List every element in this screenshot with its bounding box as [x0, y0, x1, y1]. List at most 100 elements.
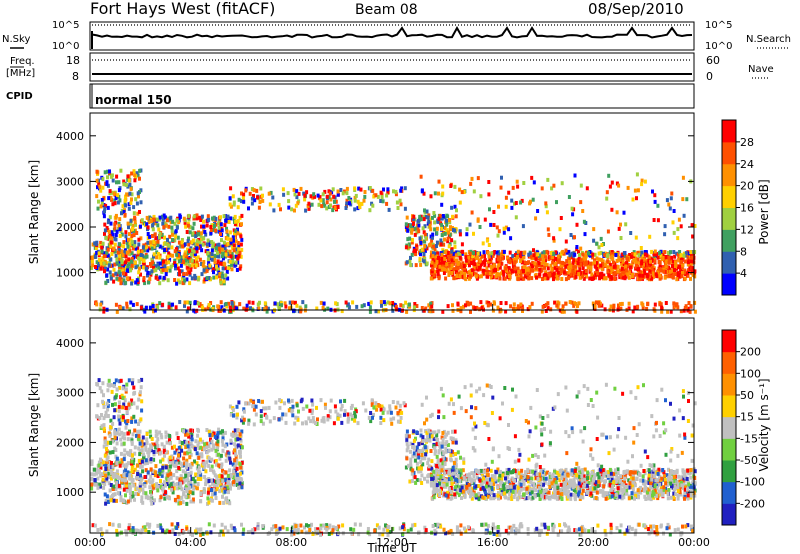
range-gate-cell — [530, 175, 534, 180]
range-gate-cell — [361, 401, 365, 406]
range-gate-cell — [212, 483, 216, 488]
range-gate-cell — [308, 408, 312, 413]
range-gate-cell — [132, 169, 136, 174]
range-gate-cell — [106, 247, 110, 252]
range-gate-cell — [660, 257, 664, 261]
range-gate-cell — [459, 306, 463, 311]
range-gate-cell — [190, 252, 193, 257]
range-gate-cell — [175, 461, 179, 466]
range-gate-cell — [600, 275, 604, 280]
range-gate-cell — [137, 397, 141, 402]
range-gate-cell — [156, 437, 160, 442]
range-gate-cell — [441, 263, 445, 268]
range-gate-cell — [93, 241, 97, 246]
range-gate-cell — [146, 496, 150, 501]
range-gate-cell — [193, 479, 197, 484]
range-gate-cell — [461, 261, 465, 266]
colorbar-tick-label: 16 — [740, 202, 754, 215]
range-gate-cell — [600, 243, 604, 247]
range-gate-cell — [492, 210, 496, 214]
range-gate-cell — [113, 429, 117, 434]
range-gate-cell — [510, 198, 514, 203]
range-gate-cell — [207, 444, 211, 449]
range-gate-cell — [486, 259, 490, 264]
range-gate-cell — [653, 302, 657, 307]
range-gate-cell — [531, 261, 535, 265]
range-gate-cell — [220, 474, 224, 479]
range-gate-cell — [122, 273, 126, 278]
range-gate-cell — [608, 262, 612, 267]
range-gate-cell — [185, 271, 189, 276]
range-gate-cell — [528, 252, 532, 257]
range-gate-cell — [583, 232, 587, 237]
range-gate-cell — [605, 190, 609, 195]
range-gate-cell — [379, 199, 383, 203]
range-gate-cell — [544, 270, 548, 275]
range-gate-cell — [118, 385, 122, 390]
range-gate-cell — [331, 187, 335, 192]
range-gate-cell — [396, 206, 400, 210]
range-gate-cell — [134, 246, 138, 251]
range-gate-cell — [295, 189, 299, 194]
range-gate-cell — [413, 226, 417, 231]
range-gate-cell — [126, 499, 130, 504]
range-gate-cell — [560, 277, 564, 281]
range-gate-cell — [232, 413, 235, 418]
range-gate-cell — [370, 398, 374, 403]
range-gate-cell — [348, 201, 351, 206]
range-gate-cell — [174, 464, 178, 468]
range-gate-cell — [502, 226, 506, 231]
range-gate-cell — [141, 435, 145, 440]
range-gate-cell — [676, 271, 680, 276]
range-gate-cell — [176, 486, 180, 491]
range-gate-cell — [247, 401, 251, 406]
range-gate-cell — [577, 272, 581, 277]
range-gate-cell — [179, 501, 183, 506]
range-gate-cell — [636, 304, 640, 309]
range-gate-cell — [350, 416, 354, 421]
range-gate-cell — [121, 204, 125, 209]
range-gate-cell — [575, 222, 579, 227]
range-gate-cell — [415, 230, 419, 235]
range-gate-cell — [568, 253, 572, 258]
range-gate-cell — [504, 309, 508, 314]
range-gate-cell — [576, 261, 580, 266]
range-gate-cell — [124, 182, 128, 187]
range-gate-cell — [327, 195, 331, 200]
range-gate-cell — [414, 252, 418, 257]
range-gate-cell — [104, 473, 108, 478]
range-gate-cell — [94, 246, 98, 250]
range-gate-cell — [216, 304, 220, 309]
range-gate-cell — [635, 196, 638, 201]
range-gate-cell — [608, 277, 612, 282]
range-gate-cell — [164, 430, 168, 435]
range-gate-cell — [470, 272, 473, 276]
range-gate-cell — [658, 273, 662, 278]
range-gate-cell — [97, 470, 101, 475]
range-gate-cell — [198, 437, 202, 442]
range-gate-cell — [106, 382, 110, 387]
range-gate-cell — [183, 278, 187, 283]
range-gate-cell — [192, 214, 196, 219]
range-gate-cell — [204, 445, 208, 450]
range-gate-cell — [236, 241, 240, 245]
range-gate-cell — [440, 257, 444, 262]
range-gate-cell — [521, 307, 525, 311]
range-gate-cell — [127, 237, 130, 242]
range-gate-cell — [455, 270, 458, 274]
range-gate-cell — [146, 273, 149, 278]
range-gate-cell — [437, 450, 441, 455]
range-gate-cell — [190, 276, 194, 281]
range-gate-cell — [126, 470, 130, 475]
range-gate-cell — [347, 305, 351, 310]
range-gate-cell — [148, 485, 152, 490]
range-gate-cell — [145, 441, 149, 446]
range-gate-cell — [230, 301, 234, 306]
range-gate-cell — [432, 436, 436, 441]
range-gate-cell — [622, 262, 626, 267]
range-gate-cell — [391, 301, 395, 305]
range-gate-cell — [193, 447, 197, 452]
range-gate-cell — [588, 276, 592, 281]
range-gate-cell — [186, 223, 190, 228]
range-gate-cell — [522, 260, 526, 265]
